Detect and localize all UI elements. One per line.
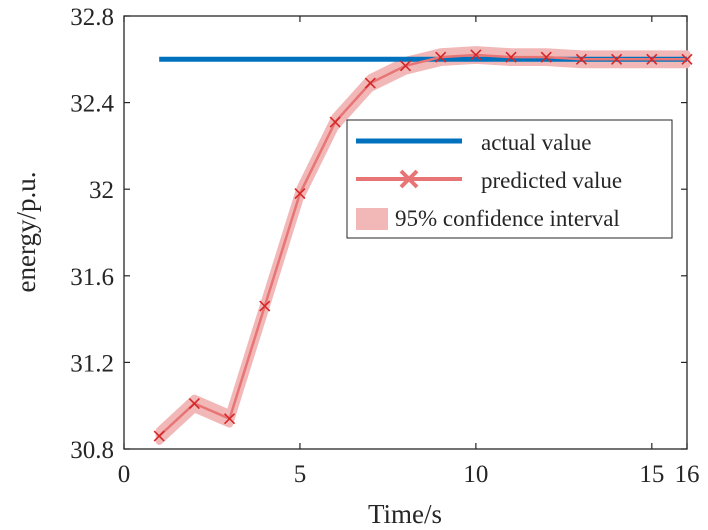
y-tick-label: 31.6 xyxy=(70,264,114,291)
predicted-point-marker xyxy=(329,116,341,128)
y-tick-label: 32.8 xyxy=(70,4,114,31)
predicted-point-marker xyxy=(223,413,236,425)
predicted-point-marker xyxy=(259,300,271,312)
legend-predicted-marker xyxy=(399,169,419,189)
y-tick-label: 31.2 xyxy=(70,350,114,377)
x-tick-label: 16 xyxy=(675,461,700,488)
predicted-point-marker xyxy=(505,51,517,63)
axes-box xyxy=(123,15,688,450)
legend: actual value predicted value 95% confide… xyxy=(346,119,673,239)
predicted-value-line xyxy=(158,53,687,437)
confidence-band xyxy=(155,46,691,445)
predicted-point-marker xyxy=(470,49,482,61)
predicted-point-marker xyxy=(435,51,447,63)
legend-predicted-label: predicted value xyxy=(481,168,622,193)
y-tick-label: 32.4 xyxy=(70,91,114,118)
predicted-point-marker xyxy=(153,430,165,442)
plot-frame xyxy=(123,15,688,450)
y-axis-label: energy/p.u. xyxy=(11,172,41,293)
predicted-point-marker xyxy=(575,53,588,65)
x-tick-label: 5 xyxy=(294,461,307,488)
legend-actual-label: actual value xyxy=(481,130,591,155)
predicted-point-marker xyxy=(188,397,200,410)
x-tick-label: 0 xyxy=(118,461,131,488)
series-group xyxy=(153,46,693,445)
ticks-group: 0 5 10 15 16 30.8 31.2 31.6 32 32.4 32.8 xyxy=(70,4,699,488)
predicted-point-marker xyxy=(399,60,412,72)
x-tick-label: 10 xyxy=(463,461,488,488)
legend-confidence-swatch xyxy=(356,208,388,230)
x-tick-label: 15 xyxy=(639,461,664,488)
predicted-point-marker xyxy=(540,51,552,63)
y-tick-label: 30.8 xyxy=(70,437,114,464)
x-axis-label: Time/s xyxy=(368,499,442,529)
predicted-point-marker xyxy=(681,53,693,65)
predicted-point-marker xyxy=(646,53,658,65)
predicted-point-marker xyxy=(611,53,623,65)
y-tick-label: 32 xyxy=(89,177,114,204)
predicted-point-marker xyxy=(294,187,306,200)
legend-confidence-label: 95% confidence interval xyxy=(395,206,620,231)
predicted-point-marker xyxy=(364,77,376,89)
